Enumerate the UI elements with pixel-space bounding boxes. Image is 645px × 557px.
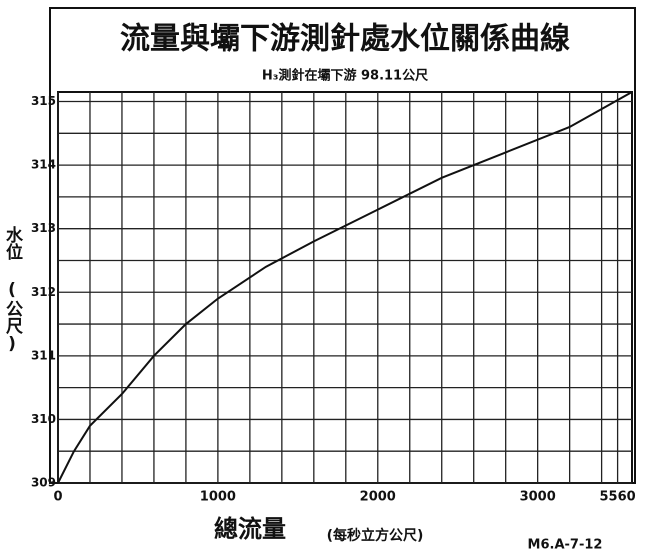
x-axis-label: 總流量: [214, 515, 286, 543]
y-tick-label: 313: [31, 221, 56, 235]
x-tick-label: 1000: [200, 490, 236, 505]
y-tick-label: 314: [31, 158, 56, 172]
annotation: M6.A-7-12: [528, 538, 603, 553]
y-axis-label: 水位 (公尺): [2, 225, 23, 354]
x-tick-label: 3000: [520, 490, 556, 505]
y-tick-label: 310: [31, 412, 56, 426]
y-tick-label: 312: [31, 285, 56, 299]
y-tick-label: 311: [31, 348, 56, 362]
y-tick-label: 309: [31, 476, 56, 490]
x-axis-unit: (每秒立方公尺): [327, 527, 424, 544]
chart-subtitle: H₃測針在壩下游 98.11公尺: [262, 68, 428, 84]
x-tick-label: 2000: [360, 490, 396, 505]
x-tick-label: 0: [53, 490, 62, 505]
data-line: [57, 91, 633, 484]
plot-area: [57, 91, 633, 484]
y-tick-label: 315: [31, 94, 56, 108]
x-tick-label: 5560: [600, 490, 636, 505]
chart-title: 流量與壩下游測針處水位關係曲線: [120, 22, 570, 57]
